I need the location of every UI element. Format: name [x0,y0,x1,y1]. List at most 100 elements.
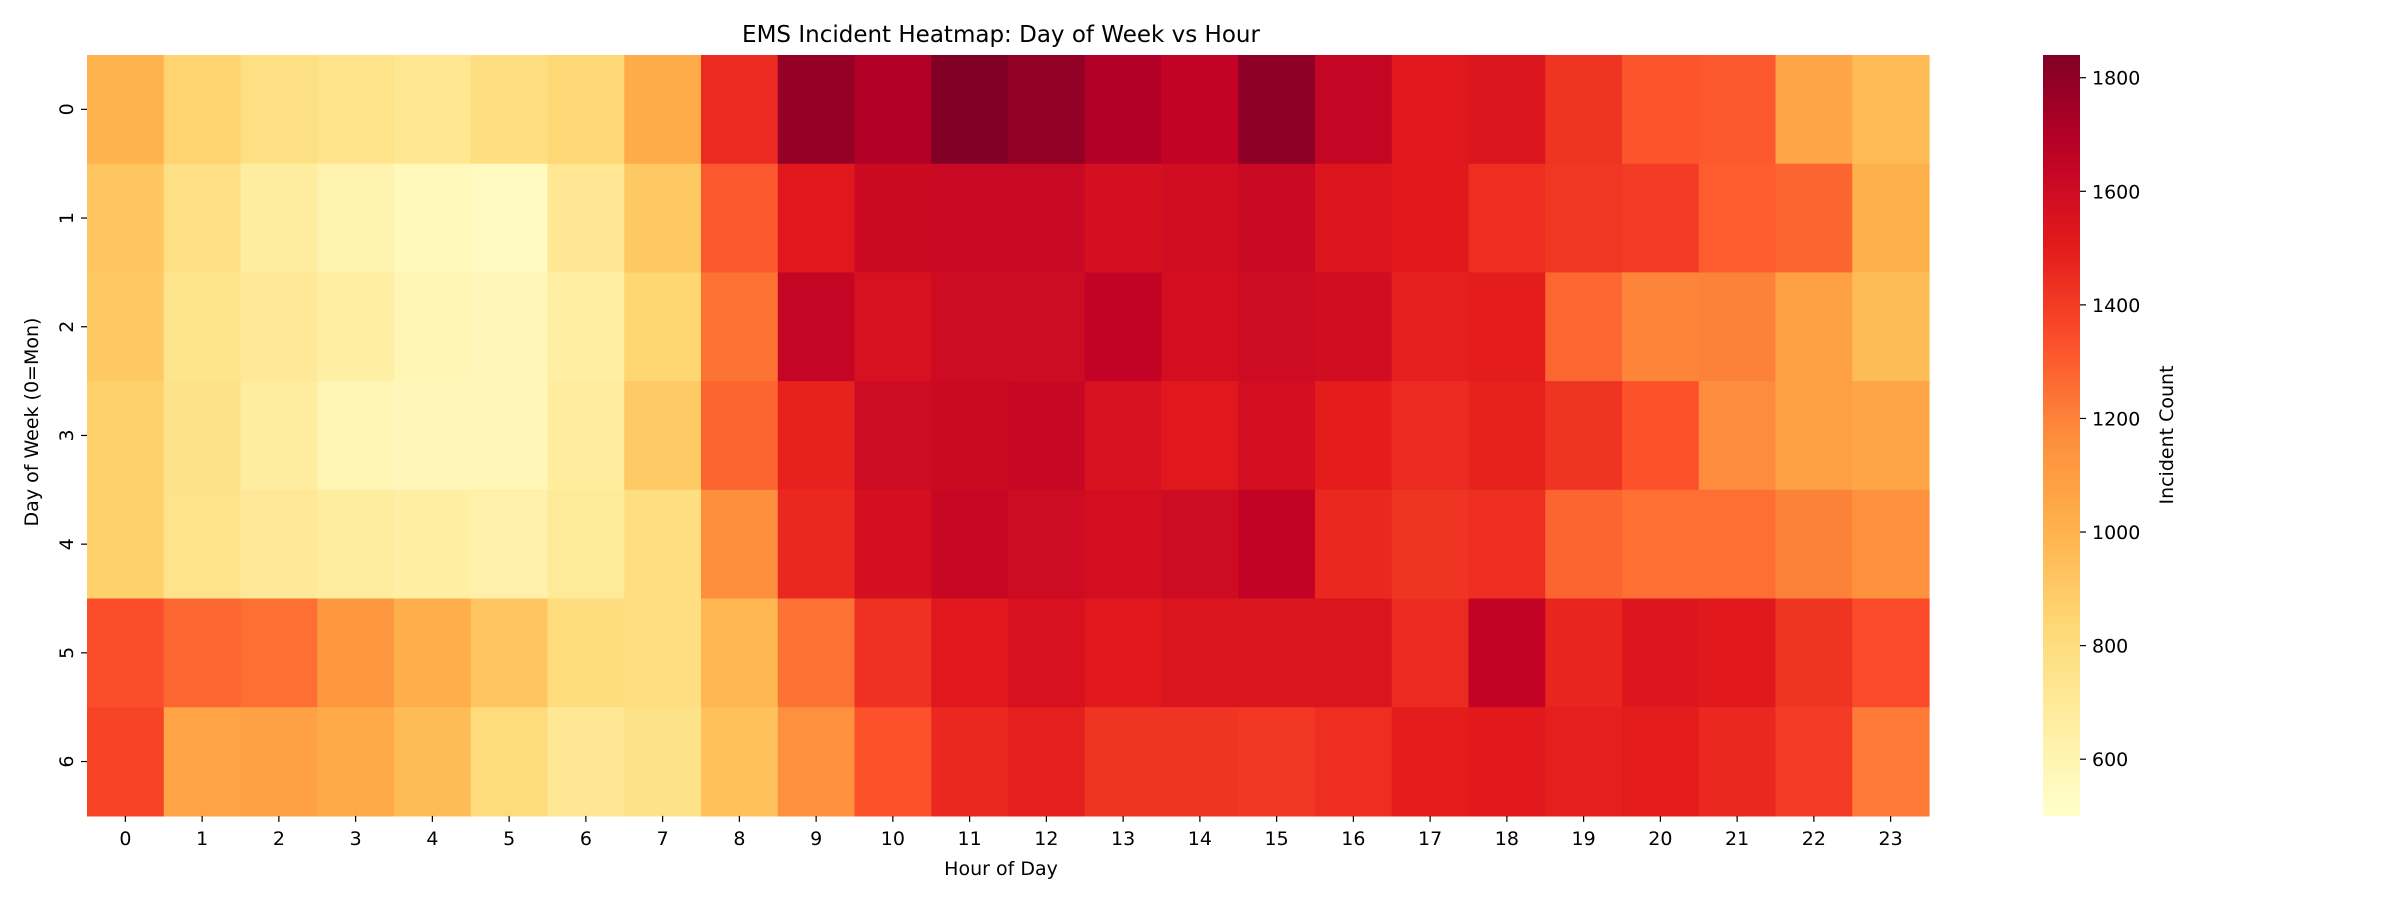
heatmap-cell [394,489,472,600]
heatmap-cell [317,55,395,165]
heatmap-cell [163,272,242,382]
heatmap-cell [1775,381,1853,491]
heatmap-cell [1698,272,1777,382]
heatmap-cell [854,381,932,491]
heatmap-cell [1622,598,1700,708]
heatmap-cell [1008,489,1086,600]
heatmap-cell [1161,381,1239,491]
colorbar-label: Incident Count [2156,365,2178,504]
heatmap-cell [624,272,702,382]
heatmap-cell [1775,272,1853,382]
heatmap-cell [1698,163,1777,273]
heatmap-cell [1084,598,1163,708]
heatmap-cell [1008,163,1086,273]
heatmap-cell [1698,707,1777,817]
heatmap-cell [624,598,702,708]
heatmap-cell [163,707,242,817]
heatmap-cell [1161,163,1239,273]
heatmap-cell [1391,707,1470,817]
x-tick-label: 6 [580,828,592,850]
heatmap-cell [1698,598,1777,708]
heatmap-cell [317,707,395,817]
x-tick-label: 11 [958,828,982,850]
heatmap-cell [1775,55,1853,165]
heatmap-cell [1468,163,1546,273]
x-tick-label: 1 [196,828,208,850]
x-tick-label: 20 [1648,828,1672,850]
heatmap-cell [1315,163,1393,273]
heatmap-cell [701,163,779,273]
x-tick-label: 21 [1725,828,1749,850]
heatmap-cell [1161,55,1239,165]
heatmap-cell [87,489,165,600]
heatmap-cell [470,381,549,491]
heatmap-cell [624,163,702,273]
heatmap-cell [1852,598,1930,708]
heatmap-cell [163,489,242,600]
heatmap-cell [1468,55,1546,165]
heatmap-cell [624,489,702,600]
heatmap-cell [394,55,472,165]
heatmap-cell [1468,489,1546,600]
heatmap-cell [1008,381,1086,491]
heatmap-cell [1698,55,1777,165]
heatmap-cell [624,381,702,491]
x-tick-label: 19 [1572,828,1596,850]
heatmap-cell [87,55,165,165]
heatmap-cell [240,489,318,600]
heatmap-cell [1238,381,1316,491]
heatmap-cell [854,489,932,600]
heatmap-cell [701,707,779,817]
x-tick-label: 22 [1802,828,1826,850]
colorbar-tick-label: 1000 [2092,522,2140,544]
heatmap-cell [470,489,549,600]
heatmap-cell [163,55,242,165]
y-tick-label: 1 [56,212,78,224]
heatmap-cell [240,381,318,491]
heatmap-cell [1622,489,1700,600]
colorbar-tick-label: 1800 [2092,68,2140,90]
heatmap-cell [1161,272,1239,382]
heatmap-cell [1775,707,1853,817]
heatmap-cell [1008,707,1086,817]
x-tick-label: 7 [657,828,669,850]
heatmap-cell [163,163,242,273]
x-tick-label: 3 [350,828,362,850]
heatmap-cell [394,707,472,817]
y-tick-label: 5 [56,647,78,659]
heatmap-cell [547,381,625,491]
heatmap-cell [1622,163,1700,273]
heatmap-cell [1315,272,1393,382]
heatmap-cell [1315,598,1393,708]
heatmap-cell [87,163,165,273]
heatmap-cell [1775,598,1853,708]
heatmap-cell [240,707,318,817]
heatmap-cell [1084,272,1163,382]
x-tick-label: 15 [1265,828,1289,850]
heatmap-cell [854,598,932,708]
heatmap-cell [1161,707,1239,817]
colorbar-tick-label: 1400 [2092,295,2140,317]
x-tick-label: 2 [273,828,285,850]
heatmap-cell [1238,55,1316,165]
heatmap-cell [1852,163,1930,273]
heatmap-cell [1545,163,1623,273]
x-tick-label: 14 [1188,828,1212,850]
heatmap-cell [854,272,932,382]
heatmap-cell [1084,707,1163,817]
x-tick-label: 13 [1111,828,1135,850]
heatmap-cell [777,163,856,273]
heatmap-cell [394,163,472,273]
heatmap-cell [470,163,549,273]
heatmap-cell [470,598,549,708]
heatmap-cell [931,381,1009,491]
colorbar-tick-label: 1200 [2092,408,2140,430]
x-tick-label: 0 [119,828,131,850]
heatmap-cell [1545,272,1623,382]
heatmap-cell [240,272,318,382]
heatmap-cell [1545,55,1623,165]
heatmap-cell [1391,55,1470,165]
heatmap-cell [547,598,625,708]
heatmap-cell [1238,707,1316,817]
heatmap-cell [701,55,779,165]
